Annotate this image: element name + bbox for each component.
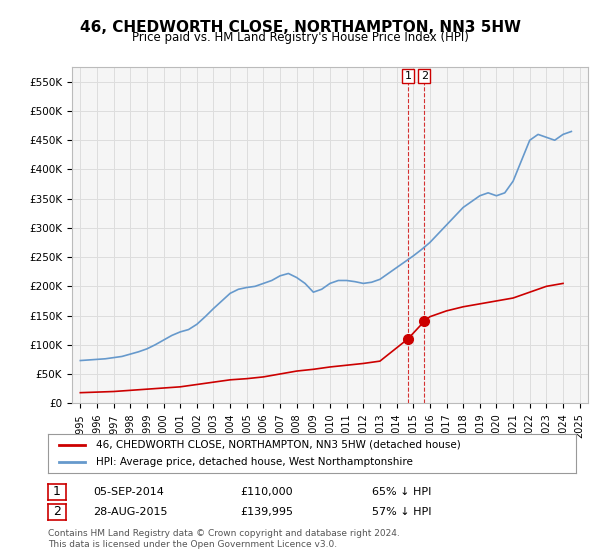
Text: Contains HM Land Registry data © Crown copyright and database right 2024.
This d: Contains HM Land Registry data © Crown c…: [48, 529, 400, 549]
Text: 05-SEP-2014: 05-SEP-2014: [93, 487, 164, 497]
Text: Price paid vs. HM Land Registry's House Price Index (HPI): Price paid vs. HM Land Registry's House …: [131, 31, 469, 44]
Text: £110,000: £110,000: [240, 487, 293, 497]
Text: 65% ↓ HPI: 65% ↓ HPI: [372, 487, 431, 497]
Text: HPI: Average price, detached house, West Northamptonshire: HPI: Average price, detached house, West…: [95, 457, 412, 467]
Text: 1: 1: [53, 485, 61, 498]
Text: 2: 2: [53, 505, 61, 519]
Text: 28-AUG-2015: 28-AUG-2015: [93, 507, 167, 517]
Text: 46, CHEDWORTH CLOSE, NORTHAMPTON, NN3 5HW: 46, CHEDWORTH CLOSE, NORTHAMPTON, NN3 5H…: [79, 20, 521, 35]
Text: 57% ↓ HPI: 57% ↓ HPI: [372, 507, 431, 517]
Text: 1: 1: [404, 71, 412, 81]
Text: 46, CHEDWORTH CLOSE, NORTHAMPTON, NN3 5HW (detached house): 46, CHEDWORTH CLOSE, NORTHAMPTON, NN3 5H…: [95, 440, 460, 450]
Text: £139,995: £139,995: [240, 507, 293, 517]
Text: 2: 2: [421, 71, 428, 81]
